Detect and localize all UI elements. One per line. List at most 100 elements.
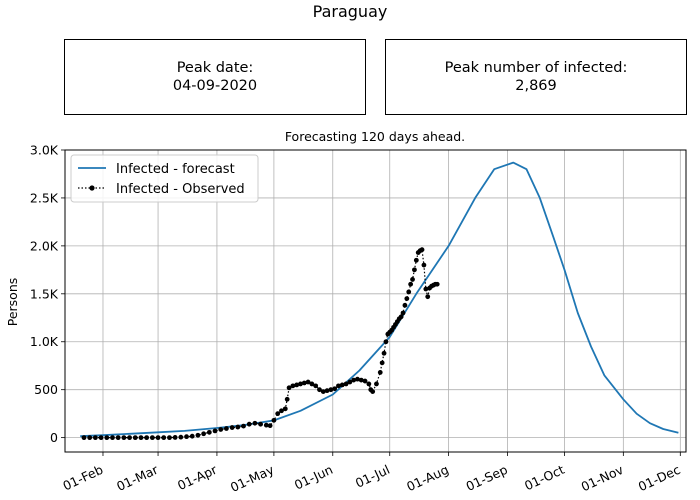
legend-observed-marker: [89, 185, 95, 191]
observed-point: [258, 421, 264, 427]
observed-point: [413, 257, 419, 263]
observed-point: [339, 382, 345, 388]
observed-point: [410, 277, 415, 282]
observed-point: [343, 381, 349, 387]
observed-point: [351, 377, 357, 383]
observed-point: [121, 435, 127, 441]
x-tick-label: 01-Dec: [636, 462, 683, 494]
observed-point: [332, 386, 338, 392]
chart-figure-title: Paraguay: [312, 2, 388, 21]
observed-point: [412, 267, 417, 273]
observed-point: [201, 431, 207, 437]
observed-point: [127, 435, 132, 441]
y-tick-label: 3.0K: [30, 143, 59, 158]
observed-point: [189, 433, 195, 439]
observed-point: [408, 281, 414, 287]
forecast-line: [80, 161, 679, 438]
observed-point: [218, 427, 224, 432]
observed-point: [377, 370, 383, 375]
series-layer: [80, 161, 679, 441]
observed-point: [317, 387, 322, 393]
y-tick-label: 2.5K: [30, 190, 59, 205]
observed-point: [155, 435, 161, 441]
observed-point: [271, 417, 277, 423]
observed-point: [419, 247, 425, 253]
chart-subtitle: Forecasting 120 days ahead.: [285, 129, 465, 144]
observed-point: [301, 380, 307, 386]
plot-frame: [64, 149, 687, 453]
observed-point: [92, 435, 98, 441]
peak-date-box: Peak date: 04-09-2020: [64, 39, 366, 115]
legend-forecast-label: Infected - forecast: [116, 162, 235, 177]
observed-point: [246, 421, 252, 427]
observed-point: [402, 302, 408, 308]
x-tick-label: 01-Sep: [464, 462, 510, 494]
x-tick-label: 01-Jun: [292, 462, 335, 493]
peak-infected-label: Peak number of infected:: [444, 60, 628, 76]
observed-point: [355, 376, 360, 382]
observed-point: [178, 434, 184, 440]
observed-point: [167, 435, 172, 441]
x-tick-label: 01-Aug: [404, 462, 451, 494]
observed-point: [366, 381, 372, 387]
y-tick-label: 1.5K: [30, 286, 59, 301]
observed-point: [87, 435, 93, 441]
x-tick-label: 01-Jul: [353, 462, 392, 491]
observed-point: [336, 383, 341, 389]
observed-point: [358, 377, 364, 383]
observed-point: [290, 383, 296, 389]
y-tick-label: 2.0K: [30, 238, 59, 253]
observed-point: [374, 381, 379, 387]
observed-point: [267, 423, 273, 429]
observed-point: [328, 387, 334, 393]
observed-point: [144, 435, 150, 441]
observed-point: [381, 350, 387, 356]
observed-point: [423, 286, 429, 292]
observed-point: [398, 314, 404, 320]
legend-box: [70, 154, 259, 203]
observed-point: [400, 310, 406, 316]
observed-point: [161, 435, 167, 441]
peak-infected-box: Peak number of infected: 2,869: [385, 39, 687, 115]
observed-point: [379, 360, 385, 366]
observed-point: [404, 296, 410, 302]
observed-point: [115, 435, 121, 441]
observed-point: [309, 381, 315, 387]
observed-point: [284, 396, 290, 402]
observed-point: [98, 435, 104, 441]
observed-point: [425, 294, 431, 300]
observed-point: [132, 435, 138, 441]
peak-date-value: 04-09-2020: [172, 78, 258, 94]
observed-point: [149, 435, 155, 441]
observed-point: [313, 383, 319, 389]
observed-point: [206, 429, 212, 435]
x-tick-label: 01-Feb: [60, 462, 105, 494]
observed-point: [195, 432, 201, 438]
observed-point: [212, 428, 218, 434]
observed-point: [421, 262, 427, 268]
observed-point: [320, 389, 326, 394]
y-axis-label: Persons: [5, 278, 20, 327]
observed-point: [229, 425, 235, 430]
observed-point: [138, 435, 144, 441]
observed-point: [406, 289, 412, 295]
peak-date-label: Peak date:: [176, 60, 254, 76]
y-tick-label: 0: [50, 430, 58, 445]
peak-infected-value: 2,869: [515, 78, 557, 94]
observed-point: [263, 422, 269, 428]
x-tick-label: 01-Nov: [579, 462, 626, 495]
observed-point: [241, 423, 246, 429]
y-tick-label: 1.0K: [30, 334, 59, 349]
observed-point: [383, 339, 389, 345]
observed-point: [275, 411, 281, 417]
observed-point: [235, 424, 241, 430]
observed-point: [110, 435, 115, 441]
observed-point: [324, 388, 330, 394]
observed-point: [294, 382, 300, 388]
observed-point: [434, 281, 440, 287]
observed-point: [81, 435, 87, 441]
x-tick-label: 01-May: [228, 462, 277, 495]
observed-point: [347, 379, 353, 385]
observed-point: [305, 379, 311, 385]
